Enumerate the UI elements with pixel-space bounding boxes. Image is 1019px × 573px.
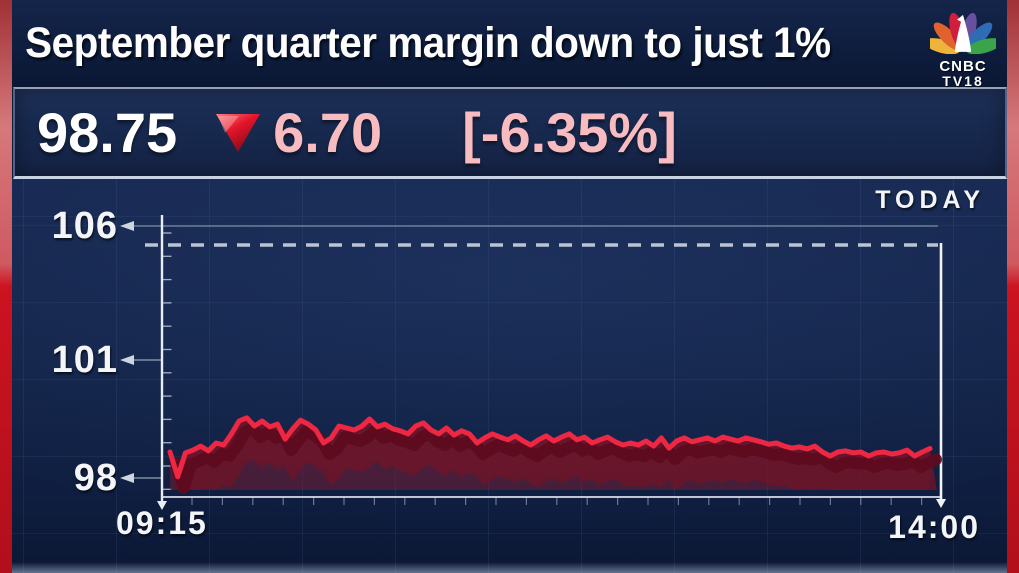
chart-axes xyxy=(120,215,946,510)
bottom-glow xyxy=(12,562,1007,573)
price-series xyxy=(167,415,942,494)
x-label-current-time: 14:00 xyxy=(888,509,980,545)
down-arrow-icon xyxy=(216,113,261,152)
peacock-icon xyxy=(924,12,1002,55)
y-tick-98: 98 xyxy=(73,457,118,499)
quote-bar: 98.75 6.70 [-6.35%] xyxy=(13,87,1007,179)
logo-text-cnbc: CNBC xyxy=(939,58,987,75)
price-change: 6.70 xyxy=(273,101,383,164)
headline-band: September quarter margin down to just 1% xyxy=(12,0,1007,87)
left-red-rail xyxy=(0,0,12,573)
cnbc-tv18-logo: CNBC TV18 xyxy=(924,4,1002,89)
x-label-open-time: 09:15 xyxy=(116,505,208,541)
last-price: 98.75 xyxy=(37,101,178,164)
right-red-rail xyxy=(1007,0,1019,573)
chart-canvas xyxy=(120,215,946,510)
y-tick-106: 106 xyxy=(51,205,118,247)
y-tick-101: 101 xyxy=(51,339,118,381)
headline: September quarter margin down to just 1% xyxy=(25,19,831,67)
price-change-percent: [-6.35%] xyxy=(462,101,677,164)
today-badge: TODAY xyxy=(875,186,985,214)
intraday-chart: 106 101 98 09:15 14:00 TODAY xyxy=(12,179,1007,573)
logo-text-tv18: TV18 xyxy=(942,73,984,89)
